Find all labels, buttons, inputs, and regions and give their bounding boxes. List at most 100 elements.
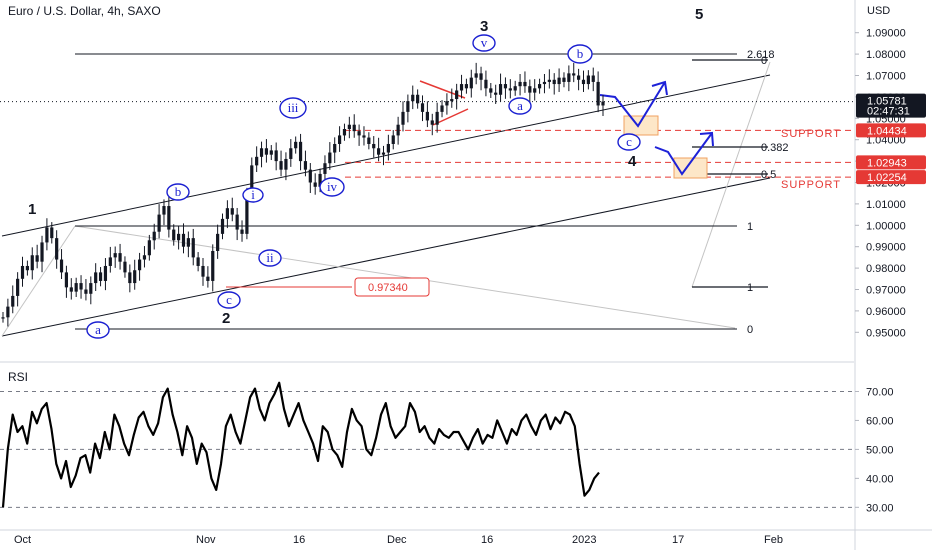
time-tick-label: 2023	[572, 534, 596, 546]
circled-label-ring	[319, 177, 345, 197]
low-marker-label: 0.97340	[368, 282, 408, 294]
candle-body	[523, 81, 527, 87]
candle-body	[547, 79, 551, 82]
candle-body	[294, 141, 298, 149]
candle-body	[567, 73, 571, 82]
candle-body	[79, 283, 83, 290]
grey-fan-line	[1, 225, 76, 337]
price-tick-label: 1.08000	[866, 49, 906, 61]
chart-title: Euro / U.S. Dollar, 4h, SAXO	[8, 4, 161, 18]
candle-body	[50, 227, 54, 239]
wave-label: 2	[222, 310, 230, 327]
price-tag-timer: 02:47:31	[867, 106, 910, 118]
candle-body	[591, 75, 595, 82]
rsi-tick-label: 60.00	[866, 415, 894, 427]
candle-body	[513, 86, 517, 91]
upper-channel-line	[1, 74, 771, 237]
candle-body	[552, 79, 556, 85]
circled-label: iii	[288, 100, 299, 115]
candle-body	[528, 86, 532, 93]
candle-body	[420, 103, 425, 112]
candle-body	[216, 233, 220, 251]
candle-body	[455, 90, 459, 100]
level-label: 2.618	[747, 49, 775, 61]
candle-body	[533, 88, 537, 93]
circled-label-ring	[617, 133, 641, 151]
candle-body	[347, 124, 351, 129]
time-tick-label: 16	[293, 534, 305, 546]
circled-label-ring	[258, 249, 282, 267]
candle-body	[235, 214, 239, 230]
candle-body	[255, 156, 259, 166]
price-tag-label: 1.02943	[867, 157, 907, 169]
price-tick-label: 0.98000	[866, 263, 906, 275]
candle-body	[557, 77, 561, 85]
candle-body	[313, 182, 317, 187]
level-label: 0	[747, 324, 753, 336]
candle-layer	[1, 62, 605, 327]
candle-body	[586, 75, 590, 85]
circled-label-ring	[472, 34, 496, 52]
candle-body	[377, 148, 381, 155]
candle-body	[59, 259, 64, 273]
level-label: 1	[747, 221, 753, 233]
projection-arrowhead-1	[651, 80, 668, 96]
candle-body	[430, 120, 434, 125]
candle-body	[450, 99, 454, 102]
candle-body	[572, 73, 576, 76]
candle-body	[152, 231, 156, 241]
candle-body	[518, 81, 522, 87]
candle-body	[269, 150, 273, 155]
candle-body	[113, 253, 117, 258]
price-tick-label: 1.01000	[866, 199, 906, 211]
candle-body	[133, 270, 137, 284]
circled-label-ring	[508, 97, 532, 115]
currency-label: USD	[867, 5, 890, 17]
candle-body	[357, 131, 361, 136]
candle-body	[440, 105, 444, 112]
candle-body	[128, 272, 132, 284]
candle-body	[333, 143, 337, 153]
low-marker-box	[354, 277, 430, 297]
candle-body	[542, 81, 547, 85]
circled-label: a	[95, 322, 101, 337]
level-label: 0	[761, 55, 767, 67]
circled-label-ring	[242, 187, 264, 203]
support-label: SUPPORT	[781, 179, 841, 191]
candle-body	[435, 111, 439, 125]
labels-layer: 2.61800.3820.5110SUPPORTSUPPORT0.9734012…	[28, 6, 841, 339]
candle-body	[162, 206, 166, 215]
overlay-layer	[0, 53, 854, 337]
candle-body	[308, 169, 312, 183]
candle-body	[596, 81, 600, 106]
time-tick-label: Nov	[196, 534, 216, 546]
level-label: 1	[747, 282, 753, 294]
circled-label: v	[481, 35, 488, 50]
candle-body	[342, 129, 347, 136]
wave-label: 4	[628, 153, 637, 170]
price-tag-box	[856, 155, 926, 170]
time-tick-label: Oct	[14, 534, 31, 546]
wave-label: 3	[480, 18, 488, 35]
candle-body	[55, 238, 59, 260]
candle-body	[201, 265, 205, 277]
lower-channel-line	[1, 177, 771, 337]
candle-body	[508, 88, 512, 91]
price-tag-label: 1.05781	[867, 96, 907, 108]
candle-body	[489, 88, 493, 93]
price-tag-label: 1.04434	[867, 125, 907, 137]
target-box-1	[623, 115, 659, 136]
candle-body	[406, 101, 410, 112]
candle-body	[45, 227, 49, 243]
candle-body	[562, 77, 566, 82]
candle-body	[211, 250, 215, 281]
candle-body	[464, 84, 469, 89]
candle-body	[69, 287, 73, 292]
candle-body	[601, 101, 605, 106]
rsi-title: RSI	[8, 370, 28, 384]
candle-body	[245, 193, 249, 234]
circled-label-ring	[166, 183, 190, 201]
candle-body	[411, 94, 415, 102]
